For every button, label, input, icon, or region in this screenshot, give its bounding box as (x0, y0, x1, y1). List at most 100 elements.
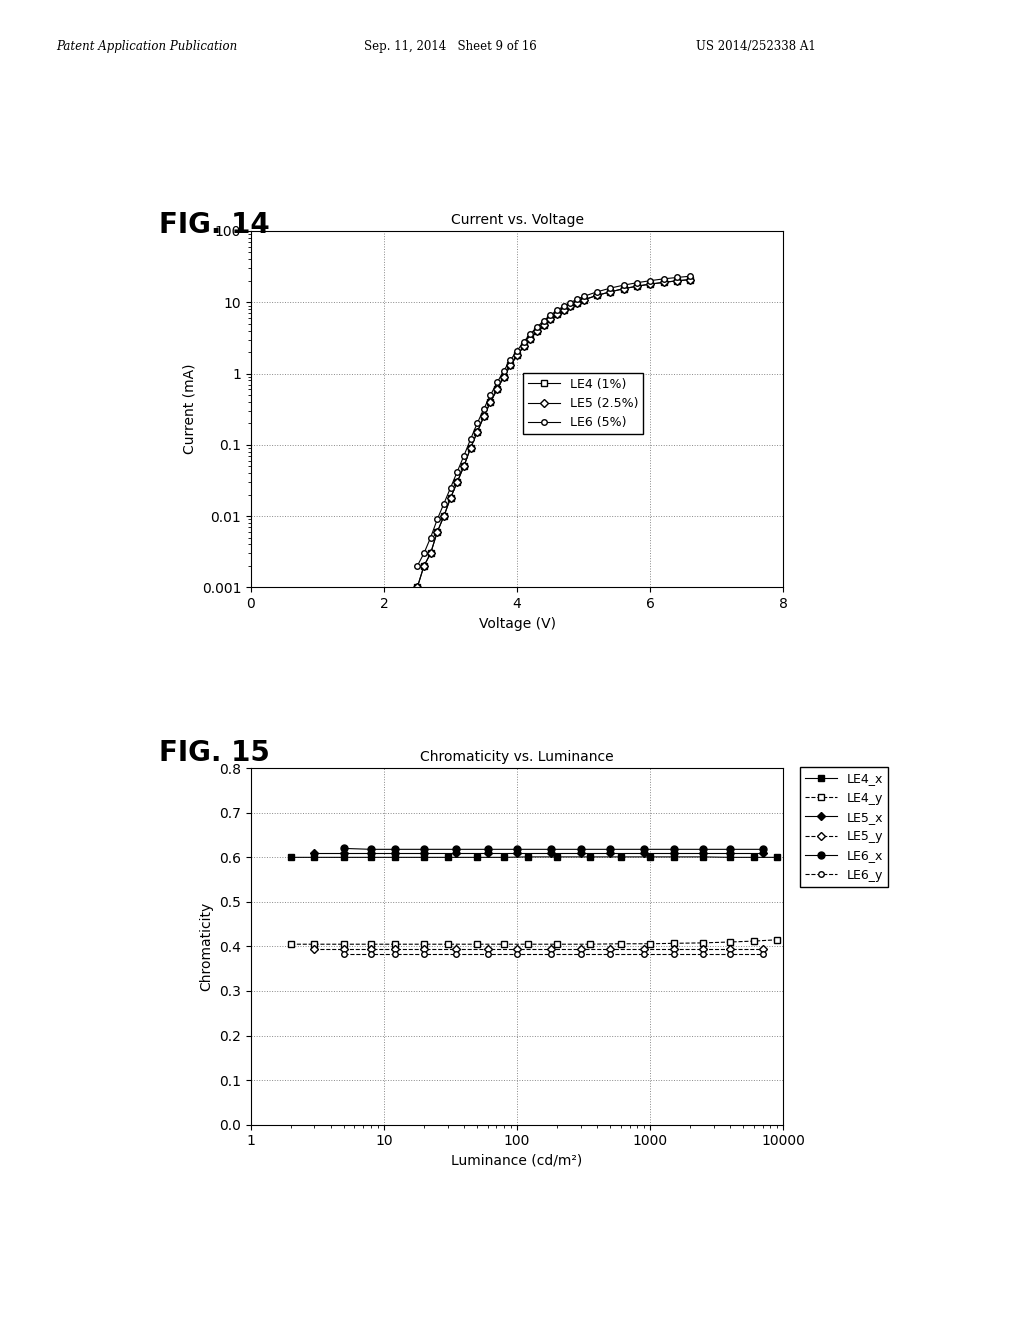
LE5_y (338, 941, 350, 957)
LE5 (2.5%) (557, 302, 569, 318)
LE4_x (471, 850, 483, 866)
LE5 (2.5%) (498, 368, 510, 384)
LE4 (1%) (551, 306, 563, 322)
Line: LE6_x: LE6_x (340, 845, 766, 853)
LE4 (1%) (545, 312, 557, 327)
LE6 (5%) (451, 463, 463, 479)
LE6_x (757, 841, 769, 857)
LE6 (5%) (644, 273, 656, 289)
LE5 (2.5%) (530, 323, 543, 339)
LE4_y (584, 936, 596, 952)
Text: FIG. 15: FIG. 15 (159, 739, 269, 767)
LE6 (5%) (551, 302, 563, 318)
LE5 (2.5%) (657, 275, 670, 290)
LE4 (1%) (418, 558, 430, 574)
LE4 (1%) (492, 381, 504, 397)
LE4_y (338, 936, 350, 952)
LE5_y (724, 941, 736, 957)
LE4_x (285, 850, 297, 866)
LE5_y (638, 941, 650, 957)
LE6_x (338, 841, 350, 857)
LE5 (2.5%) (564, 298, 577, 314)
LE5_x (308, 845, 321, 861)
LE6_y (451, 946, 463, 962)
LE4_y (724, 935, 736, 950)
LE4_x (748, 850, 760, 866)
LE4 (1%) (657, 275, 670, 290)
LE5 (2.5%) (631, 279, 643, 294)
LE6_y (545, 946, 557, 962)
LE5_x (697, 845, 710, 861)
LE6 (5%) (564, 294, 577, 310)
LE5_x (724, 845, 736, 861)
LE4 (1%) (465, 440, 477, 455)
LE5_y (308, 941, 321, 957)
LE6_x (697, 841, 710, 857)
LE4_x (498, 850, 510, 866)
LE5_x (545, 845, 557, 861)
LE6 (5%) (511, 343, 523, 359)
LE4_y (551, 936, 563, 952)
LE4_y (748, 933, 760, 949)
LE4 (1%) (438, 508, 451, 524)
LE5 (2.5%) (538, 317, 550, 333)
LE6_y (697, 946, 710, 962)
LE4 (1%) (571, 294, 584, 310)
LE4_y (697, 935, 710, 950)
LE6_x (545, 841, 557, 857)
LE6 (5%) (465, 432, 477, 447)
LE4 (1%) (631, 279, 643, 294)
Text: Patent Application Publication: Patent Application Publication (56, 40, 238, 53)
LE5_x (418, 845, 430, 861)
LE6_y (481, 946, 494, 962)
LE6 (5%) (671, 269, 683, 285)
LE4_y (471, 936, 483, 952)
LE5 (2.5%) (411, 579, 424, 595)
LE5_x (638, 845, 650, 861)
LE5 (2.5%) (431, 524, 443, 540)
Line: LE6 (5%): LE6 (5%) (415, 273, 693, 569)
Y-axis label: Current (mA): Current (mA) (182, 364, 197, 454)
LE6_y (511, 946, 523, 962)
LE6 (5%) (571, 292, 584, 308)
LE4 (1%) (511, 347, 523, 363)
LE6_y (757, 946, 769, 962)
LE6 (5%) (458, 447, 470, 463)
LE5_y (697, 941, 710, 957)
LE5_y (365, 941, 377, 957)
LE4 (1%) (684, 272, 696, 288)
LE6_x (604, 841, 616, 857)
LE5 (2.5%) (551, 306, 563, 322)
LE5_y (574, 941, 587, 957)
Line: LE5_y: LE5_y (311, 946, 766, 952)
LE4 (1%) (471, 424, 483, 440)
LE6_y (418, 946, 430, 962)
LE6 (5%) (604, 280, 616, 296)
LE6 (5%) (504, 352, 516, 368)
LE5_x (481, 845, 494, 861)
LE6 (5%) (517, 334, 530, 350)
LE6_x (388, 841, 400, 857)
LE5_x (668, 845, 680, 861)
LE4 (1%) (530, 323, 543, 339)
LE4_x (697, 849, 710, 865)
LE6 (5%) (477, 401, 490, 417)
Text: FIG. 14: FIG. 14 (159, 211, 269, 239)
LE5_y (668, 941, 680, 957)
LE4_x (644, 849, 656, 865)
LE5 (2.5%) (492, 381, 504, 397)
LE6 (5%) (424, 529, 436, 545)
LE5_x (338, 845, 350, 861)
LE6 (5%) (591, 284, 603, 300)
LE5 (2.5%) (438, 508, 451, 524)
LE6 (5%) (524, 326, 537, 342)
Line: LE5_x: LE5_x (311, 850, 766, 855)
LE4 (1%) (424, 545, 436, 561)
LE4 (1%) (617, 281, 630, 297)
LE6_y (668, 946, 680, 962)
LE6_x (638, 841, 650, 857)
LE6 (5%) (657, 271, 670, 286)
Line: LE4_y: LE4_y (288, 937, 780, 946)
LE4_y (308, 936, 321, 952)
LE4 (1%) (458, 458, 470, 474)
